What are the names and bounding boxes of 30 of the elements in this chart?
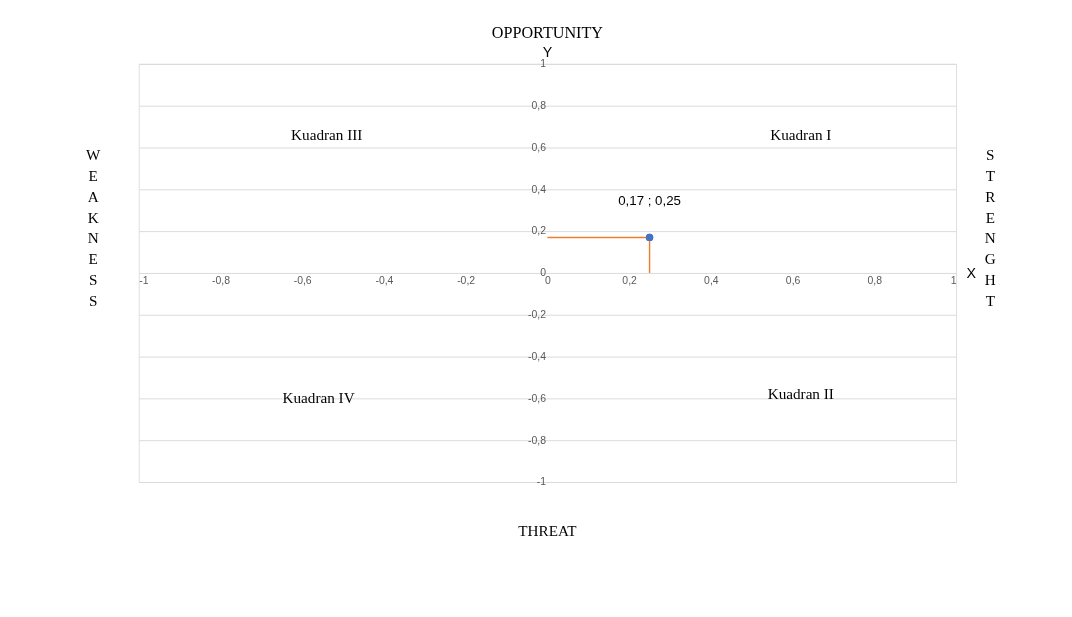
x-axis-title: X <box>966 264 977 281</box>
x-tick-label: -1 <box>139 274 149 286</box>
y-tick-label: 0,6 <box>531 141 547 153</box>
x-tick-label: -0,8 <box>211 274 231 286</box>
y-tick-label: -0,6 <box>527 392 547 404</box>
text: THREAT <box>518 522 578 540</box>
chart-title: OPPORTUNITY <box>491 24 604 42</box>
y-tick-label: 0,2 <box>531 225 547 237</box>
text: WEAKNESS <box>85 145 101 310</box>
annotation: Kuadran I <box>770 125 832 143</box>
data-label: 0,17 ; 0,25 <box>618 193 681 209</box>
y-tick-label: 1 <box>540 58 547 70</box>
x-tick-label: 0,8 <box>867 274 883 286</box>
y-tick-label: 0,8 <box>531 100 547 112</box>
annotation: Kuadran II <box>767 384 834 402</box>
annotation: Kuadran IV <box>282 389 355 407</box>
y-tick-label: -0,4 <box>527 350 547 362</box>
x-tick-label: -0,4 <box>375 274 394 286</box>
y-tick-label: -0,2 <box>527 309 547 321</box>
x-tick-label: 0,4 <box>704 274 719 286</box>
annotation: Kuadran III <box>291 125 363 143</box>
x-tick-label: -0,6 <box>293 274 312 286</box>
y-tick-label: 0,4 <box>531 183 547 195</box>
y-tick-label: -0,8 <box>527 434 547 446</box>
x-tick-label: 1 <box>950 274 957 286</box>
y-tick-label: -1 <box>536 476 547 488</box>
x-tick-label: 0,2 <box>622 274 638 286</box>
x-tick-label: 0,6 <box>785 274 801 286</box>
x-tick-label: -0,2 <box>457 274 476 286</box>
text: STRENGHT <box>984 145 997 310</box>
